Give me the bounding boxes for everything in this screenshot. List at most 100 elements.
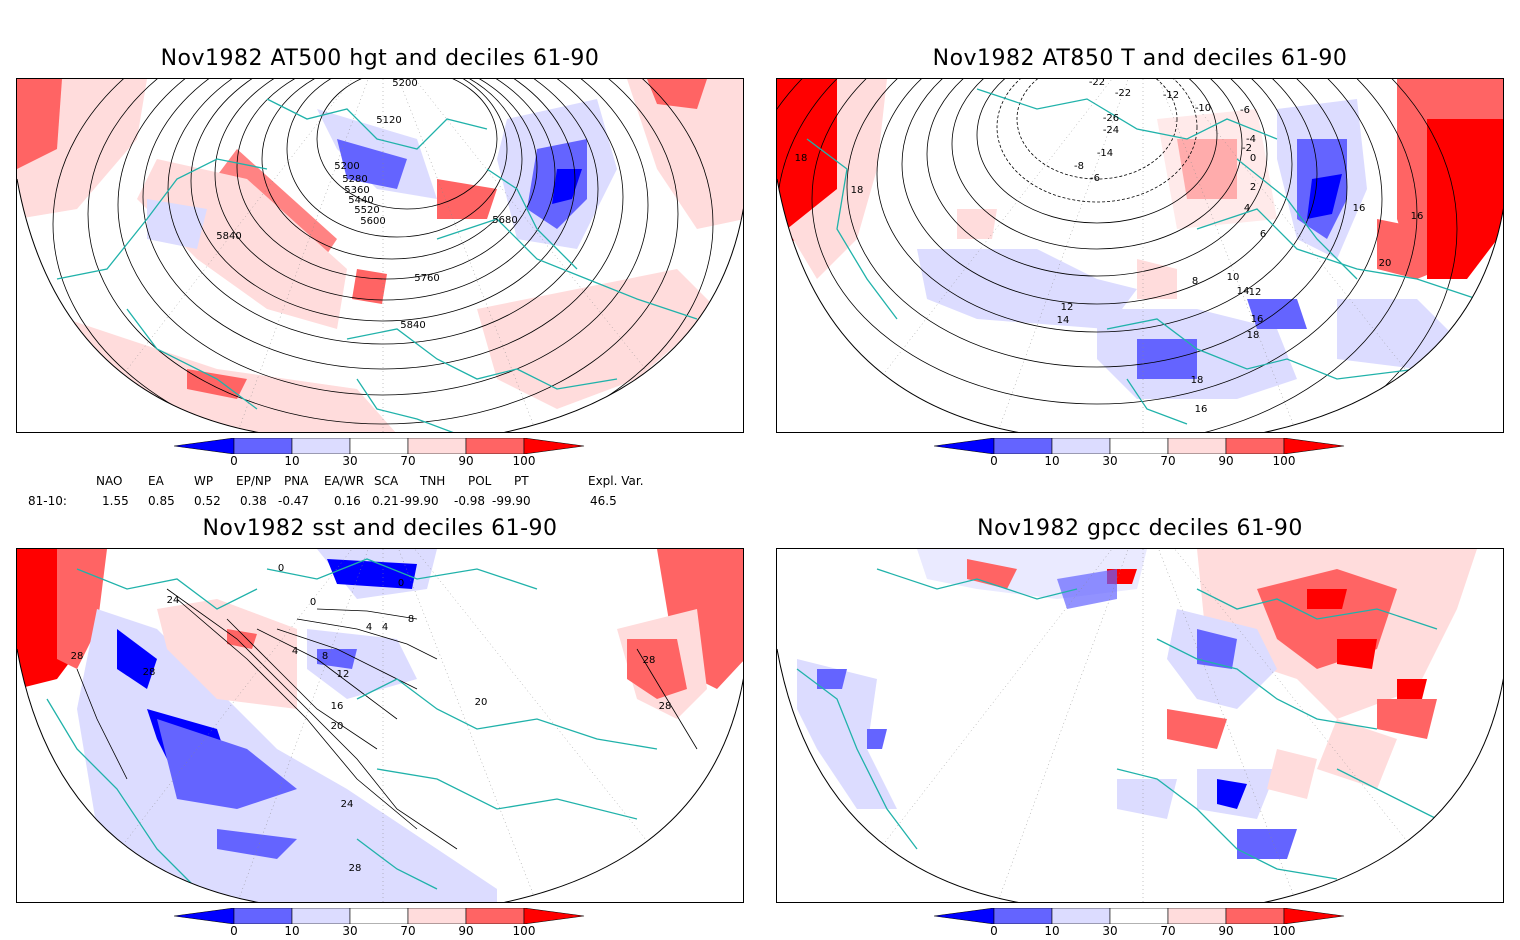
contour-label: 5520 [354,205,379,216]
temp-contours [777,79,1458,432]
colorbar-swatch [993,907,1053,925]
contour-label: -22 [1115,88,1131,99]
colorbar-swatch [523,437,585,455]
colorbar-label: 70 [1160,454,1176,468]
colorbar-swatch [173,437,235,455]
panel-title-hgt500: Nov1982 AT500 hgt and deciles 61-90 [160,46,600,71]
colorbar-swatch [1167,437,1227,455]
decile-shading [777,79,1503,399]
contour-label: 5760 [414,273,439,284]
contour-label: 28 [643,655,656,666]
contour-label: 5440 [348,195,373,206]
colorbar-label: 30 [342,454,358,468]
colorbar-swatch [933,907,995,925]
contour-label: 18 [1191,375,1204,386]
colorbar-label: 10 [1044,924,1060,938]
contour-label: 5840 [216,231,241,242]
index-value: 46.5 [590,494,617,508]
index-value: 0.52 [194,494,221,508]
colorbar-swatch [1283,907,1345,925]
map-panel-gpcc [776,548,1504,903]
contour-label: 5680 [492,215,517,226]
contour-label: 18 [795,153,808,164]
colorbar-label: 90 [1218,924,1234,938]
colorbar-label: 70 [400,454,416,468]
colorbar-swatch [233,907,293,925]
contour-label: 5280 [342,174,367,185]
coastlines [806,88,1478,425]
index-header: PT [514,474,529,488]
contour-label: -22 [1089,79,1105,88]
index-value: -0.47 [278,494,310,508]
contour-label: 0 [1250,153,1256,164]
colorbar-labels: 0 10 30 70 90 100 [174,924,594,938]
contour-label: 16 [1411,211,1424,222]
colorbar-swatches [933,907,1345,925]
index-header: EP/NP [236,474,272,488]
contour-label: 5600 [360,216,385,227]
contour-label: 20 [331,721,344,732]
contour-label: 0 [310,597,316,608]
colorbar-label: 10 [284,924,300,938]
index-value: -99.90 [492,494,531,508]
colorbar-label: 90 [458,454,474,468]
contour-label: -10 [1195,103,1211,114]
contour-label: 5200 [334,161,359,172]
graticule [76,79,698,432]
contour-label: 12 [337,669,350,680]
contour-label: 16 [1353,203,1366,214]
contour-label: -2 [1242,143,1252,154]
index-header: EA [148,474,164,488]
contour-label: -4 [1246,134,1256,145]
colorbar-label: 30 [1102,924,1118,938]
colorbar-legend-3: 0 10 30 70 90 100 [173,907,594,938]
colorbar-legend-2: 0 10 30 70 90 100 [933,437,1354,468]
colorbar-label: 90 [1218,454,1234,468]
colorbar-label: 0 [230,454,238,468]
contour-label: 18 [1247,330,1260,341]
contour-label: 28 [659,701,672,712]
index-header: TNH [420,474,446,488]
contour-label: 28 [71,651,84,662]
decile-shading [17,549,743,902]
colorbar-labels: 0 10 30 70 90 100 [934,924,1354,938]
decile-shading [797,549,1477,859]
contour-label: 0 [278,563,284,574]
index-header: SCA [374,474,399,488]
graticule [76,549,698,902]
contour-label: 12 [1249,287,1262,298]
index-value: -0.98 [454,494,486,508]
colorbar-swatch [173,907,235,925]
colorbar-swatches [933,437,1345,455]
coastlines [796,568,1458,880]
contour-label: 8 [1192,276,1198,287]
index-value: 1.55 [102,494,129,508]
colorbar-label: 100 [512,454,536,468]
index-value: 0.21 [372,494,399,508]
contour-label: 4 [1244,203,1250,214]
contour-label: 5840 [400,320,425,331]
index-header: EA/WR [324,474,365,488]
contour-label: 6 [1260,229,1266,240]
colorbar-swatch [233,437,293,455]
colorbar-swatch [465,907,525,925]
contour-label: 14 [1237,286,1250,297]
contour-label: 10 [1227,272,1240,283]
index-value: 0.16 [334,494,361,508]
colorbar-swatch [349,437,409,455]
colorbar-swatch [1051,907,1111,925]
panel-title-sst: Nov1982 sst and deciles 61-90 [202,516,558,541]
contour-label: -6 [1240,105,1250,116]
colorbar-swatch [993,437,1053,455]
colorbar-label: 10 [1044,454,1060,468]
contour-labels: 18 18 -22 -22 -26 -24 -12 -10 -6 -14 -8 … [795,79,1424,415]
colorbar-swatch [1167,907,1227,925]
colorbar-swatch [291,437,351,455]
colorbar-legend-4: 0 10 30 70 90 100 [933,907,1354,938]
colorbar-swatch [1109,437,1169,455]
contour-label: 8 [408,614,414,625]
colorbar-label: 100 [1272,454,1296,468]
index-row-label: 81-10: [28,494,67,508]
colorbar-label: 70 [400,924,416,938]
index-header: PNA [284,474,309,488]
